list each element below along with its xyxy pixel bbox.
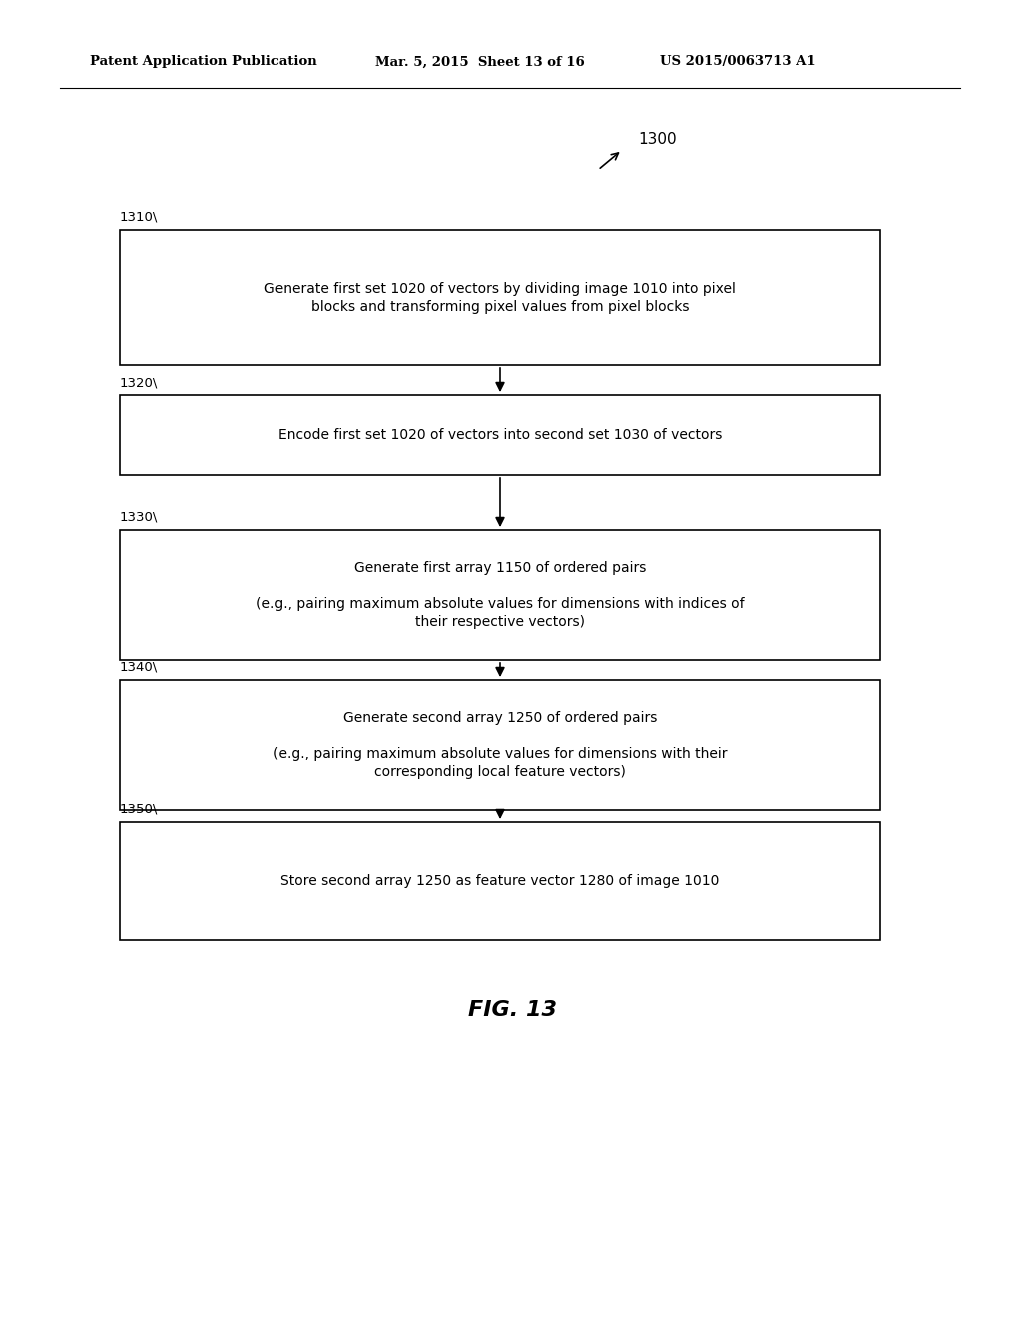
Text: Mar. 5, 2015  Sheet 13 of 16: Mar. 5, 2015 Sheet 13 of 16 xyxy=(375,55,585,69)
Text: 1340\: 1340\ xyxy=(120,661,159,675)
Text: their respective vectors): their respective vectors) xyxy=(415,615,585,630)
Text: 1310\: 1310\ xyxy=(120,211,159,224)
Text: FIG. 13: FIG. 13 xyxy=(468,1001,556,1020)
Text: Store second array 1250 as feature vector 1280 of image 1010: Store second array 1250 as feature vecto… xyxy=(281,874,720,888)
Bar xyxy=(120,395,880,475)
Text: blocks and transforming pixel values from pixel blocks: blocks and transforming pixel values fro… xyxy=(310,300,689,314)
Text: 1320\: 1320\ xyxy=(120,376,159,389)
Text: 1330\: 1330\ xyxy=(120,511,159,524)
Text: Patent Application Publication: Patent Application Publication xyxy=(90,55,316,69)
Text: 1350\: 1350\ xyxy=(120,803,159,816)
Text: 1300: 1300 xyxy=(638,132,677,148)
Text: corresponding local feature vectors): corresponding local feature vectors) xyxy=(374,766,626,779)
Bar xyxy=(120,230,880,366)
Text: Encode first set 1020 of vectors into second set 1030 of vectors: Encode first set 1020 of vectors into se… xyxy=(278,428,722,442)
Bar xyxy=(120,531,880,660)
Text: Generate first set 1020 of vectors by dividing image 1010 into pixel: Generate first set 1020 of vectors by di… xyxy=(264,281,736,296)
Text: (e.g., pairing maximum absolute values for dimensions with indices of: (e.g., pairing maximum absolute values f… xyxy=(256,597,744,611)
Bar xyxy=(120,822,880,940)
Bar xyxy=(120,680,880,810)
Text: Generate first array 1150 of ordered pairs: Generate first array 1150 of ordered pai… xyxy=(354,561,646,576)
Text: US 2015/0063713 A1: US 2015/0063713 A1 xyxy=(660,55,816,69)
Text: (e.g., pairing maximum absolute values for dimensions with their: (e.g., pairing maximum absolute values f… xyxy=(272,747,727,762)
Text: Generate second array 1250 of ordered pairs: Generate second array 1250 of ordered pa… xyxy=(343,711,657,725)
